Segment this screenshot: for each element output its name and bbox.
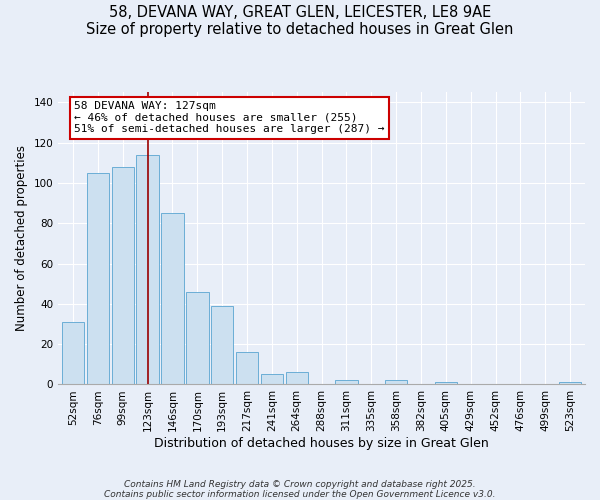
Bar [211, 306, 233, 384]
Bar [186, 292, 209, 384]
Y-axis label: Number of detached properties: Number of detached properties [15, 146, 28, 332]
Bar [62, 322, 84, 384]
Bar [112, 167, 134, 384]
Text: Contains HM Land Registry data © Crown copyright and database right 2025.
Contai: Contains HM Land Registry data © Crown c… [104, 480, 496, 499]
Bar [434, 382, 457, 384]
Bar [161, 214, 184, 384]
Bar [136, 155, 159, 384]
Text: 58 DEVANA WAY: 127sqm
← 46% of detached houses are smaller (255)
51% of semi-det: 58 DEVANA WAY: 127sqm ← 46% of detached … [74, 101, 385, 134]
Bar [260, 374, 283, 384]
Bar [335, 380, 358, 384]
X-axis label: Distribution of detached houses by size in Great Glen: Distribution of detached houses by size … [154, 437, 489, 450]
Bar [87, 173, 109, 384]
Bar [559, 382, 581, 384]
Bar [385, 380, 407, 384]
Text: 58, DEVANA WAY, GREAT GLEN, LEICESTER, LE8 9AE
Size of property relative to deta: 58, DEVANA WAY, GREAT GLEN, LEICESTER, L… [86, 5, 514, 38]
Bar [286, 372, 308, 384]
Bar [236, 352, 258, 384]
